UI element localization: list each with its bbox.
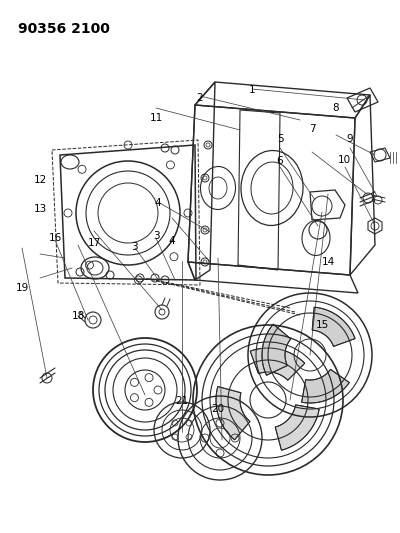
Text: 21: 21 bbox=[175, 396, 189, 406]
Text: 16: 16 bbox=[48, 233, 62, 243]
Polygon shape bbox=[216, 386, 250, 440]
Text: 3: 3 bbox=[153, 231, 159, 240]
Text: 4: 4 bbox=[169, 236, 175, 246]
Text: 13: 13 bbox=[33, 204, 47, 214]
Text: 8: 8 bbox=[333, 103, 339, 112]
Text: 11: 11 bbox=[149, 114, 163, 123]
Text: 18: 18 bbox=[71, 311, 85, 320]
Text: 19: 19 bbox=[15, 283, 29, 293]
Polygon shape bbox=[262, 324, 291, 375]
Polygon shape bbox=[312, 307, 355, 346]
Text: 7: 7 bbox=[309, 124, 315, 134]
Text: 10: 10 bbox=[338, 155, 351, 165]
Text: 17: 17 bbox=[87, 238, 101, 247]
Text: 2: 2 bbox=[197, 93, 203, 102]
Text: 14: 14 bbox=[321, 257, 335, 267]
Text: 9: 9 bbox=[347, 134, 353, 143]
Text: 4: 4 bbox=[155, 198, 161, 207]
Polygon shape bbox=[250, 348, 305, 380]
Text: 15: 15 bbox=[315, 320, 329, 330]
Text: 12: 12 bbox=[33, 175, 47, 185]
Text: 90356 2100: 90356 2100 bbox=[18, 22, 110, 36]
Text: 6: 6 bbox=[277, 157, 283, 166]
Text: 20: 20 bbox=[212, 405, 224, 414]
Text: 1: 1 bbox=[249, 85, 255, 94]
Polygon shape bbox=[302, 369, 349, 403]
Polygon shape bbox=[275, 405, 319, 450]
Text: 5: 5 bbox=[277, 134, 283, 143]
Text: 3: 3 bbox=[131, 242, 137, 252]
